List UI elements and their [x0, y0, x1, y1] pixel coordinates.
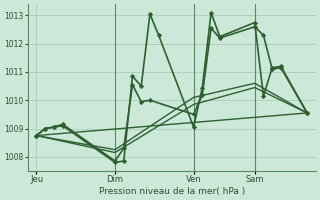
X-axis label: Pression niveau de la mer( hPa ): Pression niveau de la mer( hPa ) [99, 187, 245, 196]
